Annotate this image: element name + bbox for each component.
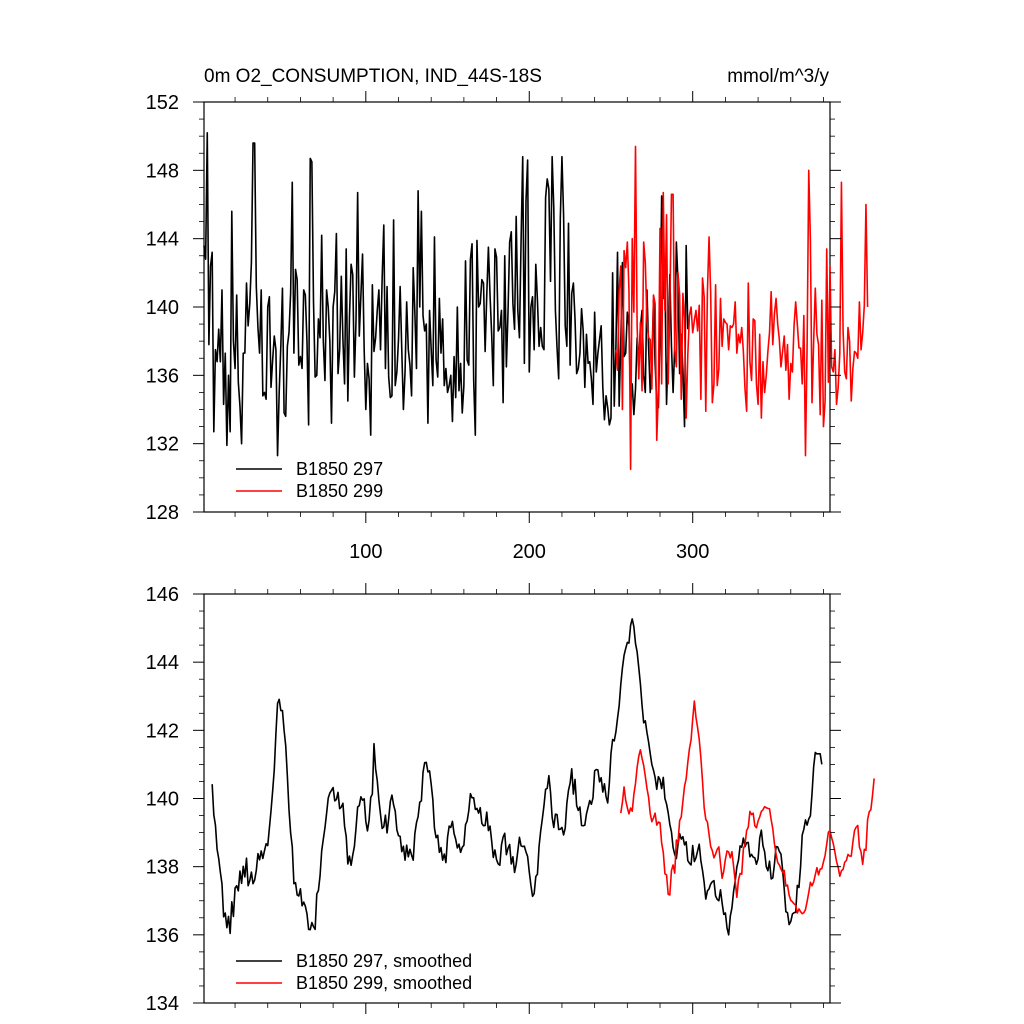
units-label: mmol/m^3/y — [727, 66, 829, 87]
top-legend: B1850 297 B1850 299 — [236, 459, 383, 501]
y-tick-label: 144 — [146, 229, 179, 251]
y-tick-label: 140 — [146, 789, 179, 811]
y-tick-label: 148 — [146, 160, 179, 182]
legend-label-b1850-297: B1850 297 — [296, 459, 383, 479]
y-tick-label: 128 — [146, 502, 179, 524]
y-tick-label: 136 — [146, 925, 179, 947]
y-tick-label: 138 — [146, 857, 179, 879]
bottom-legend: B1850 297, smoothed B1850 299, smoothed — [236, 951, 472, 993]
x-tick-label: 300 — [676, 541, 709, 563]
series-line-b1850-299 — [615, 145, 869, 471]
top-ticks-layer: 128 132 136 140 144 148 152 100 200 300 — [146, 91, 841, 563]
series-line-b1850-297-smoothed — [211, 618, 823, 936]
y-tick-label: 140 — [146, 297, 179, 319]
bottom-panel: 134 136 138 140 142 144 146 B1850 297, smoothe… — [146, 583, 875, 1015]
y-tick-label: 134 — [146, 993, 179, 1015]
y-tick-label: 152 — [146, 92, 179, 114]
bottom-plot-frame — [203, 593, 831, 1004]
y-tick-label: 146 — [146, 584, 179, 606]
y-tick-label: 136 — [146, 365, 179, 387]
x-tick-label: 200 — [513, 541, 546, 563]
y-tick-label: 142 — [146, 720, 179, 742]
top-series-layer — [203, 131, 869, 471]
y-tick-label: 144 — [146, 652, 179, 674]
series-line-b1850-299-smoothed — [619, 700, 875, 915]
top-panel: 0m O2_CONSUMPTION, IND_44S-18S mmol/m^3/… — [146, 66, 869, 563]
legend-label-b1850-297-smoothed: B1850 297, smoothed — [296, 951, 472, 971]
legend-label-b1850-299: B1850 299 — [296, 481, 383, 501]
y-tick-label: 132 — [146, 434, 179, 456]
series-line-b1850-297 — [203, 131, 689, 457]
bottom-ticks-layer: 134 136 138 140 142 144 146 — [146, 583, 841, 1015]
chart-title: 0m O2_CONSUMPTION, IND_44S-18S — [204, 66, 542, 87]
legend-label-b1850-299-smoothed: B1850 299, smoothed — [296, 973, 472, 993]
x-tick-label: 100 — [349, 541, 382, 563]
bottom-series-layer — [211, 618, 875, 936]
